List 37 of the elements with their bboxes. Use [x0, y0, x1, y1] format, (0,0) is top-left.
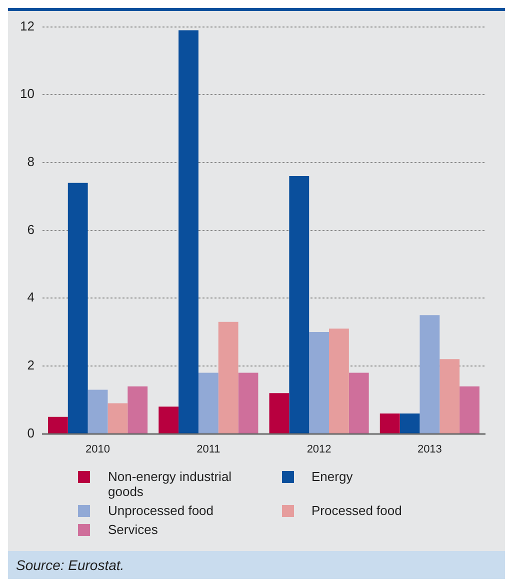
bar — [238, 372, 258, 434]
bar — [269, 393, 290, 434]
x-tick-label: 2013 — [417, 443, 442, 456]
legend-label: Processed food — [312, 503, 402, 518]
bar — [460, 386, 480, 434]
bar — [198, 372, 218, 434]
source-note: Source: Eurostat. — [8, 551, 505, 579]
legend-label: Unprocessed food — [108, 503, 214, 518]
bar — [329, 328, 349, 434]
y-tick-label: 12 — [20, 18, 34, 34]
legend-label: Energy — [312, 469, 353, 484]
y-tick-label: 0 — [27, 425, 34, 440]
bar — [348, 372, 369, 434]
y-tick-label: 10 — [20, 86, 34, 102]
x-tick-label: 2011 — [196, 443, 220, 456]
bar — [400, 413, 420, 434]
x-tick-label: 2012 — [306, 443, 332, 456]
x-tick-label: 2010 — [86, 443, 110, 456]
y-tick-label: 2 — [27, 358, 34, 373]
bar — [108, 403, 128, 434]
bar — [178, 30, 198, 434]
bar — [440, 359, 460, 434]
y-tick-label: 4 — [27, 290, 34, 305]
bar — [158, 406, 179, 434]
legend-label: Services — [108, 522, 158, 537]
bar — [309, 332, 330, 434]
y-tick-label: 6 — [27, 222, 34, 237]
bar — [420, 315, 440, 434]
bar — [68, 182, 88, 434]
bar — [48, 416, 68, 434]
bar — [88, 390, 108, 434]
bar — [218, 322, 238, 434]
bar — [380, 413, 400, 434]
bar — [128, 386, 148, 434]
y-tick-label: 8 — [27, 154, 34, 170]
bar — [289, 176, 310, 434]
legend-label: Non-energy industrial goods — [108, 469, 233, 499]
